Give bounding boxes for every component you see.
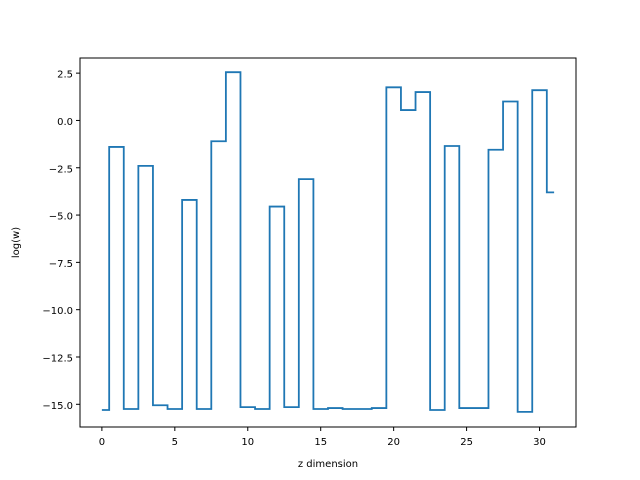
x-tick-label: 25	[460, 437, 473, 448]
x-tick-label: 30	[533, 437, 546, 448]
y-axis-label: log(w)	[11, 227, 22, 258]
x-tick-label: 0	[99, 437, 105, 448]
y-tick-label: 0.0	[57, 117, 73, 128]
y-tick-label: 2.5	[57, 70, 73, 81]
plot-area	[80, 58, 576, 427]
y-tick-label: −15.0	[42, 401, 73, 412]
x-tick-label: 20	[387, 437, 400, 448]
x-tick-label: 5	[172, 437, 178, 448]
x-axis-label: z dimension	[298, 459, 358, 470]
series-layer	[101, 71, 555, 413]
y-axis-ticks: 2.5 0.0 −2.5 −5.0 −7.5 −10.0 −12.5 −15.0	[42, 70, 80, 412]
series-line-0	[101, 71, 555, 413]
y-tick-label: −10.0	[42, 306, 73, 317]
x-axis-ticks: 0 5 10 15 20 25 30	[99, 427, 546, 448]
y-tick-label: −7.5	[49, 259, 73, 270]
plot-frame	[79, 57, 577, 428]
x-tick-label: 10	[241, 437, 254, 448]
y-tick-label: −5.0	[49, 212, 73, 223]
x-tick-label: 15	[314, 437, 327, 448]
y-tick-label: −12.5	[42, 353, 73, 364]
y-tick-label: −2.5	[49, 164, 73, 175]
